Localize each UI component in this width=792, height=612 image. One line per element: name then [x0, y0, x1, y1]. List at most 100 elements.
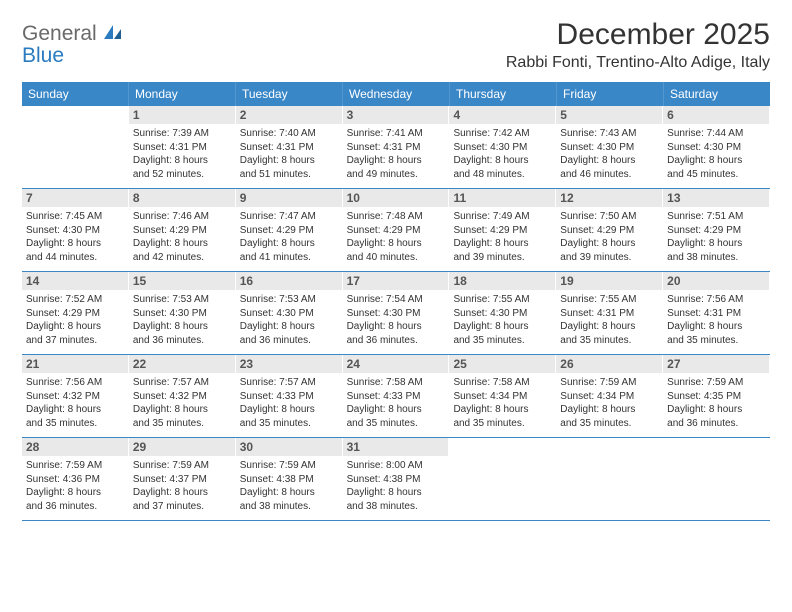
daylight-line1: Daylight: 8 hours: [667, 403, 765, 417]
sunset-text: Sunset: 4:30 PM: [347, 307, 445, 321]
week-row: 1Sunrise: 7:39 AMSunset: 4:31 PMDaylight…: [22, 106, 770, 189]
day-cell: 18Sunrise: 7:55 AMSunset: 4:30 PMDayligh…: [449, 272, 556, 354]
sunset-text: Sunset: 4:30 PM: [240, 307, 338, 321]
empty-cell: [22, 106, 129, 188]
sunset-text: Sunset: 4:33 PM: [347, 390, 445, 404]
day-cell: 29Sunrise: 7:59 AMSunset: 4:37 PMDayligh…: [129, 438, 236, 520]
daylight-line1: Daylight: 8 hours: [133, 237, 231, 251]
day-info: Sunrise: 7:53 AMSunset: 4:30 PMDaylight:…: [133, 293, 231, 347]
logo: General: [22, 22, 126, 46]
day-number: 9: [236, 189, 342, 207]
week-row: 7Sunrise: 7:45 AMSunset: 4:30 PMDaylight…: [22, 189, 770, 272]
day-cell: 30Sunrise: 7:59 AMSunset: 4:38 PMDayligh…: [236, 438, 343, 520]
day-info: Sunrise: 7:59 AMSunset: 4:34 PMDaylight:…: [560, 376, 658, 430]
sunrise-text: Sunrise: 7:56 AM: [26, 376, 124, 390]
sunset-text: Sunset: 4:33 PM: [240, 390, 338, 404]
day-info: Sunrise: 7:52 AMSunset: 4:29 PMDaylight:…: [26, 293, 124, 347]
sunrise-text: Sunrise: 7:58 AM: [453, 376, 551, 390]
sunrise-text: Sunrise: 7:56 AM: [667, 293, 765, 307]
day-cell: 4Sunrise: 7:42 AMSunset: 4:30 PMDaylight…: [449, 106, 556, 188]
sunrise-text: Sunrise: 7:59 AM: [133, 459, 231, 473]
daylight-line1: Daylight: 8 hours: [240, 154, 338, 168]
daylight-line1: Daylight: 8 hours: [560, 237, 658, 251]
weekday-heading: Monday: [129, 82, 236, 106]
daylight-line2: and 48 minutes.: [453, 168, 551, 182]
day-number: 26: [556, 355, 662, 373]
sunset-text: Sunset: 4:29 PM: [453, 224, 551, 238]
daylight-line1: Daylight: 8 hours: [347, 486, 445, 500]
daylight-line2: and 36 minutes.: [347, 334, 445, 348]
sunrise-text: Sunrise: 7:51 AM: [667, 210, 765, 224]
daylight-line2: and 36 minutes.: [133, 334, 231, 348]
weekday-heading: Sunday: [22, 82, 129, 106]
daylight-line1: Daylight: 8 hours: [667, 237, 765, 251]
sunset-text: Sunset: 4:29 PM: [347, 224, 445, 238]
day-number: 21: [22, 355, 128, 373]
day-info: Sunrise: 7:57 AMSunset: 4:32 PMDaylight:…: [133, 376, 231, 430]
daylight-line1: Daylight: 8 hours: [133, 320, 231, 334]
sunset-text: Sunset: 4:30 PM: [133, 307, 231, 321]
sunrise-text: Sunrise: 7:42 AM: [453, 127, 551, 141]
weekday-heading: Wednesday: [343, 82, 450, 106]
day-number: 23: [236, 355, 342, 373]
day-number: 25: [449, 355, 555, 373]
daylight-line2: and 39 minutes.: [453, 251, 551, 265]
daylight-line1: Daylight: 8 hours: [133, 486, 231, 500]
day-cell: 10Sunrise: 7:48 AMSunset: 4:29 PMDayligh…: [343, 189, 450, 271]
logo-sail-icon: [102, 23, 124, 46]
day-cell: 28Sunrise: 7:59 AMSunset: 4:36 PMDayligh…: [22, 438, 129, 520]
day-number: 8: [129, 189, 235, 207]
day-number: 20: [663, 272, 769, 290]
day-info: Sunrise: 7:51 AMSunset: 4:29 PMDaylight:…: [667, 210, 765, 264]
sunrise-text: Sunrise: 7:53 AM: [133, 293, 231, 307]
weekday-header: Sunday Monday Tuesday Wednesday Thursday…: [22, 82, 770, 106]
day-cell: 27Sunrise: 7:59 AMSunset: 4:35 PMDayligh…: [663, 355, 770, 437]
sunset-text: Sunset: 4:30 PM: [560, 141, 658, 155]
daylight-line2: and 44 minutes.: [26, 251, 124, 265]
day-number: 2: [236, 106, 342, 124]
daylight-line1: Daylight: 8 hours: [26, 403, 124, 417]
sunrise-text: Sunrise: 7:43 AM: [560, 127, 658, 141]
daylight-line1: Daylight: 8 hours: [133, 403, 231, 417]
day-info: Sunrise: 7:59 AMSunset: 4:37 PMDaylight:…: [133, 459, 231, 513]
sunset-text: Sunset: 4:34 PM: [560, 390, 658, 404]
sunrise-text: Sunrise: 7:59 AM: [667, 376, 765, 390]
day-cell: 13Sunrise: 7:51 AMSunset: 4:29 PMDayligh…: [663, 189, 770, 271]
sunrise-text: Sunrise: 7:59 AM: [240, 459, 338, 473]
day-cell: 12Sunrise: 7:50 AMSunset: 4:29 PMDayligh…: [556, 189, 663, 271]
sunrise-text: Sunrise: 7:50 AM: [560, 210, 658, 224]
day-info: Sunrise: 7:56 AMSunset: 4:32 PMDaylight:…: [26, 376, 124, 430]
weeks-container: 1Sunrise: 7:39 AMSunset: 4:31 PMDaylight…: [22, 106, 770, 521]
empty-cell: [663, 438, 770, 520]
sunrise-text: Sunrise: 7:49 AM: [453, 210, 551, 224]
calendar: Sunday Monday Tuesday Wednesday Thursday…: [22, 82, 770, 521]
sunset-text: Sunset: 4:31 PM: [240, 141, 338, 155]
day-cell: 25 Sunrise: 7:58 AMSunset: 4:34 PMDayligh…: [449, 355, 556, 437]
week-row: 14Sunrise: 7:52 AMSunset: 4:29 PMDayligh…: [22, 272, 770, 355]
daylight-line2: and 42 minutes.: [133, 251, 231, 265]
day-number: 3: [343, 106, 449, 124]
weekday-heading: Thursday: [450, 82, 557, 106]
calendar-page: General December 2025 Rabbi Fonti, Trent…: [0, 0, 792, 539]
sunrise-text: Sunrise: 7:41 AM: [347, 127, 445, 141]
daylight-line1: Daylight: 8 hours: [240, 403, 338, 417]
day-cell: 21 Sunrise: 7:56 AMSunset: 4:32 PMDayligh…: [22, 355, 129, 437]
day-number: 22: [129, 355, 235, 373]
sunrise-text: Sunrise: 7:44 AM: [667, 127, 765, 141]
weekday-heading: Friday: [557, 82, 664, 106]
daylight-line1: Daylight: 8 hours: [347, 320, 445, 334]
daylight-line2: and 36 minutes.: [667, 417, 765, 431]
daylight-line1: Daylight: 8 hours: [667, 320, 765, 334]
daylight-line2: and 35 minutes.: [453, 334, 551, 348]
daylight-line1: Daylight: 8 hours: [453, 154, 551, 168]
day-info: Sunrise: 7:46 AMSunset: 4:29 PMDaylight:…: [133, 210, 231, 264]
title-block: December 2025 Rabbi Fonti, Trentino-Alto…: [506, 18, 770, 72]
day-info: Sunrise: 7:58 AMSunset: 4:34 PMDaylight:…: [453, 376, 551, 430]
daylight-line1: Daylight: 8 hours: [26, 237, 124, 251]
sunset-text: Sunset: 4:29 PM: [560, 224, 658, 238]
sunset-text: Sunset: 4:29 PM: [133, 224, 231, 238]
sunset-text: Sunset: 4:30 PM: [26, 224, 124, 238]
daylight-line1: Daylight: 8 hours: [560, 320, 658, 334]
sunset-text: Sunset: 4:30 PM: [667, 141, 765, 155]
daylight-line1: Daylight: 8 hours: [347, 154, 445, 168]
